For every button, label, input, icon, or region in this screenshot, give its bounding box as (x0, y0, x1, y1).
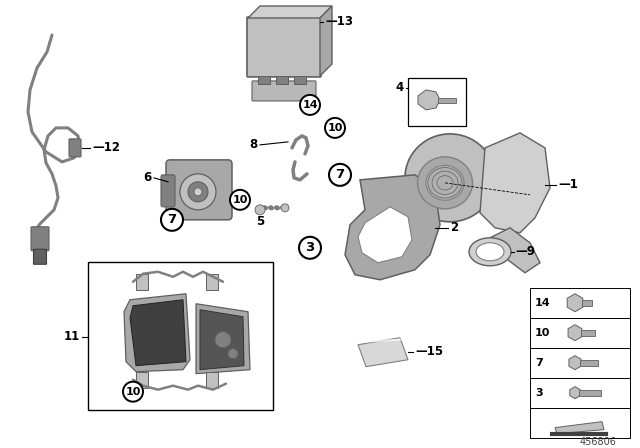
Polygon shape (568, 325, 582, 341)
Bar (408, 78, 466, 126)
Bar (294, 76, 306, 84)
Text: —15: —15 (415, 345, 443, 358)
Text: 10: 10 (535, 328, 550, 338)
Text: 7: 7 (335, 168, 344, 181)
Ellipse shape (262, 206, 268, 210)
Circle shape (230, 190, 250, 210)
Bar (258, 76, 270, 84)
Circle shape (255, 205, 265, 215)
Bar (581, 330, 595, 336)
Bar (206, 372, 218, 388)
Text: 14: 14 (302, 100, 318, 110)
Bar (530, 288, 630, 318)
Circle shape (180, 174, 216, 210)
FancyBboxPatch shape (161, 175, 175, 207)
Polygon shape (418, 90, 440, 110)
Bar (530, 348, 630, 378)
Text: 2: 2 (450, 221, 458, 234)
Bar (206, 274, 218, 290)
Text: 6: 6 (144, 171, 152, 184)
Bar (136, 274, 148, 290)
Text: 3: 3 (305, 241, 315, 254)
Text: —9: —9 (515, 246, 535, 258)
Ellipse shape (405, 134, 495, 222)
Circle shape (228, 349, 238, 359)
Bar (136, 372, 148, 388)
Text: 10: 10 (232, 195, 248, 205)
Polygon shape (555, 422, 604, 434)
Ellipse shape (275, 206, 280, 210)
Text: —12: —12 (92, 142, 120, 155)
Polygon shape (196, 304, 250, 374)
Text: —13: —13 (325, 16, 353, 29)
Polygon shape (569, 356, 581, 370)
Text: 7: 7 (535, 358, 543, 368)
Bar (438, 98, 456, 103)
Text: 10: 10 (327, 123, 342, 133)
Ellipse shape (417, 157, 472, 209)
Polygon shape (345, 175, 440, 280)
Polygon shape (124, 294, 190, 372)
Ellipse shape (469, 238, 511, 266)
FancyBboxPatch shape (69, 139, 81, 157)
Text: 5: 5 (256, 215, 264, 228)
Circle shape (188, 182, 208, 202)
Bar (530, 408, 630, 438)
FancyBboxPatch shape (252, 81, 316, 101)
Polygon shape (200, 310, 244, 370)
Polygon shape (567, 294, 583, 312)
Circle shape (299, 237, 321, 259)
Circle shape (325, 118, 345, 138)
Text: 4: 4 (396, 82, 404, 95)
Ellipse shape (280, 206, 285, 210)
Bar (530, 318, 630, 348)
Polygon shape (320, 6, 332, 76)
Text: —1: —1 (558, 178, 578, 191)
Text: 3: 3 (535, 388, 543, 398)
FancyBboxPatch shape (33, 249, 47, 264)
Circle shape (281, 204, 289, 212)
Ellipse shape (476, 243, 504, 261)
Polygon shape (490, 228, 540, 273)
Text: 7: 7 (168, 213, 177, 226)
Polygon shape (570, 387, 580, 399)
FancyBboxPatch shape (166, 160, 232, 220)
Bar (580, 360, 598, 366)
Polygon shape (480, 133, 550, 233)
Text: 11: 11 (64, 330, 80, 343)
Polygon shape (248, 6, 332, 18)
Text: 8: 8 (250, 138, 258, 151)
Polygon shape (358, 338, 408, 367)
Circle shape (123, 382, 143, 402)
Circle shape (161, 209, 183, 231)
Text: 10: 10 (125, 387, 141, 396)
Bar (579, 390, 601, 396)
Bar (530, 378, 630, 408)
Circle shape (194, 188, 202, 196)
Polygon shape (358, 207, 412, 263)
Bar (88, 262, 273, 409)
Ellipse shape (426, 165, 464, 200)
Ellipse shape (269, 206, 273, 210)
Text: 14: 14 (535, 298, 550, 308)
FancyBboxPatch shape (247, 17, 321, 77)
Bar (276, 76, 288, 84)
FancyBboxPatch shape (31, 227, 49, 251)
Bar (582, 300, 592, 306)
Circle shape (300, 95, 320, 115)
Polygon shape (130, 300, 186, 366)
Circle shape (329, 164, 351, 186)
Circle shape (215, 332, 231, 348)
Text: 456806: 456806 (580, 437, 616, 447)
